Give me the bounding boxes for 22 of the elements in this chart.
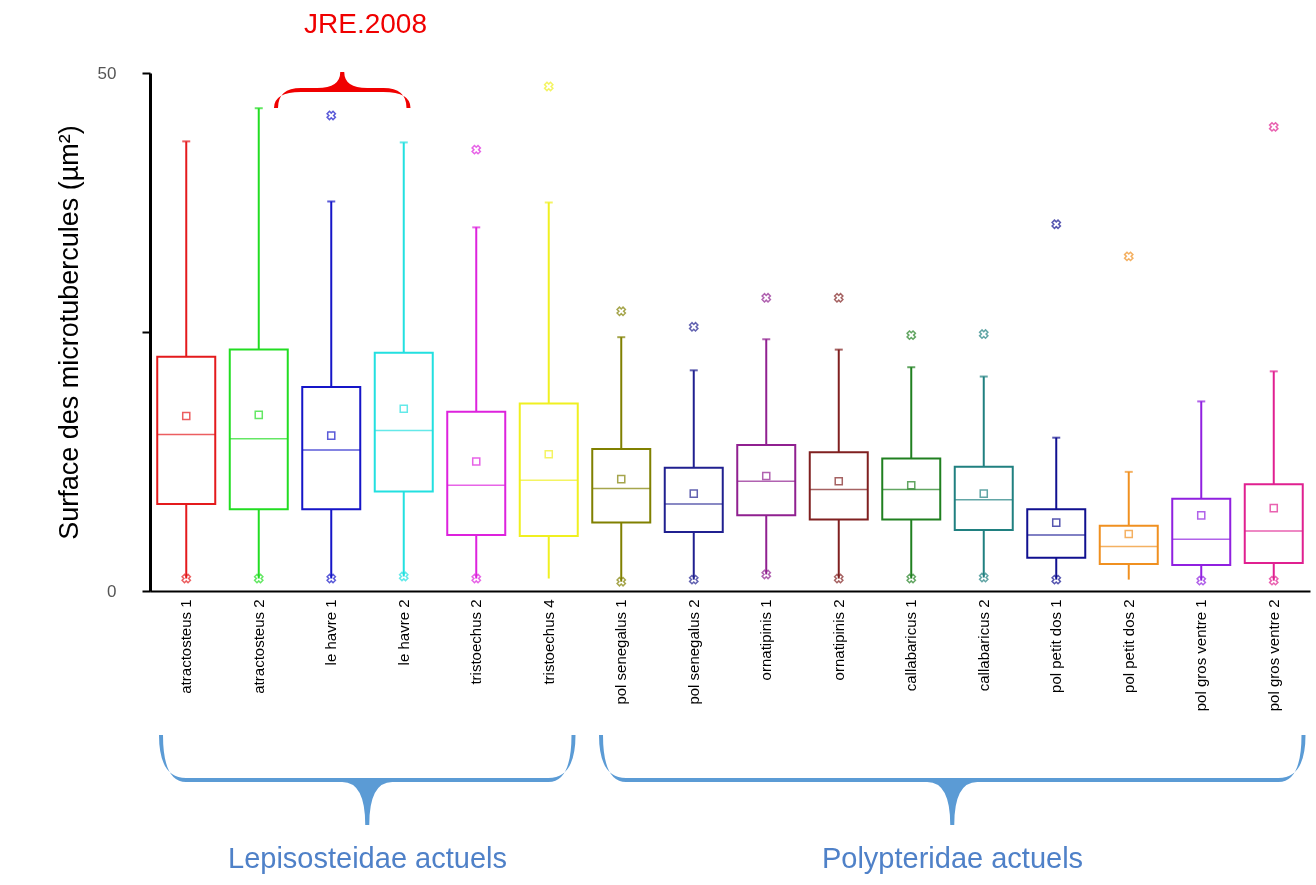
y-axis-title: Surface des microtubercules (µm²) (53, 125, 84, 540)
x-tick-label: tristoechus 2 (467, 599, 485, 685)
x-tick-label: pol gros ventre 2 (1264, 599, 1282, 712)
y-tick-label: 50 (97, 63, 117, 83)
text: Lepisosteidae actuels (228, 842, 507, 875)
text: JRE.2008 (304, 8, 427, 40)
x-tick-label: pol gros ventre 1 (1192, 599, 1210, 712)
x-tick-label: pol petit dos 2 (1119, 599, 1137, 693)
text: Polypteridae actuels (821, 842, 1084, 875)
x-tick-label: callabaricus 1 (902, 599, 920, 692)
x-tick-label: le havre 2 (394, 599, 412, 666)
x-tick-label: callabaricus 2 (974, 599, 992, 692)
x-tick-label: pol senegalus 1 (612, 599, 630, 705)
x-tick-label: atractosteus 2 (249, 599, 267, 694)
x-tick-label: le havre 1 (322, 599, 340, 666)
x-tick-label: pol senegalus 2 (684, 599, 702, 705)
x-tick-label: atractosteus 1 (177, 599, 195, 694)
x-tick-label: pol petit dos 1 (1047, 599, 1065, 693)
x-tick-label: tristoechus 4 (539, 599, 557, 685)
x-tick-label: ornatipinis 1 (757, 599, 775, 681)
y-tick-label: 0 (107, 581, 117, 601)
x-tick-label: ornatipinis 2 (829, 599, 847, 681)
